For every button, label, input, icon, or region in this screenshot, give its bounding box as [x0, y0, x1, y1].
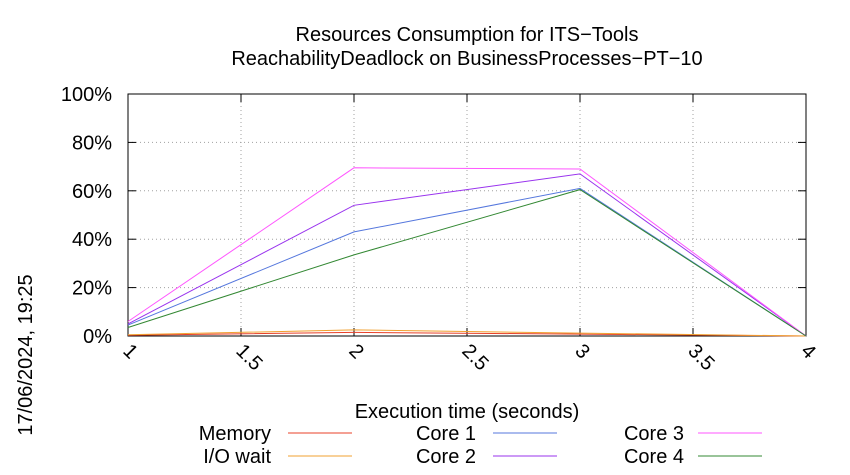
legend-label-memory: Memory: [199, 423, 271, 445]
legend-label-core-4: Core 4: [624, 446, 684, 468]
series-line-core-1: [127, 187, 807, 337]
y-tick-label: 0%: [83, 326, 112, 348]
legend-label-i-o-wait: I/O wait: [203, 446, 271, 468]
x-tick-labels: 1 1.5 2 2.5 3 3.5 4: [118, 340, 819, 375]
chart-title: Resources Consumption for ITS−Tools: [296, 24, 639, 46]
grid: [127, 93, 807, 337]
series-line-core-2: [127, 173, 807, 337]
series-line-core-3: [127, 167, 807, 337]
y-tick-label: 100%: [61, 84, 112, 106]
y-tick-label: 60%: [72, 181, 112, 203]
legend-label-core-1: Core 1: [416, 423, 476, 445]
x-axis-label: Execution time (seconds): [355, 401, 580, 423]
series-lines: [127, 167, 807, 337]
chart-subtitle: ReachabilityDeadlock on BusinessProcesse…: [231, 48, 702, 70]
x-tick-label: 4: [796, 340, 819, 363]
y-tick-labels: 0% 20% 40% 60% 80% 100%: [61, 84, 112, 348]
x-tick-label: 3: [570, 340, 593, 363]
legend-label-core-3: Core 3: [624, 423, 684, 445]
x-tick-label: 1: [118, 340, 141, 363]
series-line-core-4: [127, 189, 807, 337]
y-tick-label: 20%: [72, 278, 112, 300]
series-line-i-o-wait: [127, 329, 807, 337]
y-tick-label: 40%: [72, 229, 112, 251]
x-tick-label: 2: [344, 340, 367, 363]
y-tick-label: 80%: [72, 132, 112, 154]
x-tick-label: 3.5: [683, 340, 718, 375]
legend-label-core-2: Core 2: [416, 446, 476, 468]
x-tick-label: 2.5: [457, 340, 492, 375]
x-tick-label: 1.5: [231, 340, 266, 375]
timestamp-label: 17/06/2024, 19:25: [15, 274, 37, 435]
